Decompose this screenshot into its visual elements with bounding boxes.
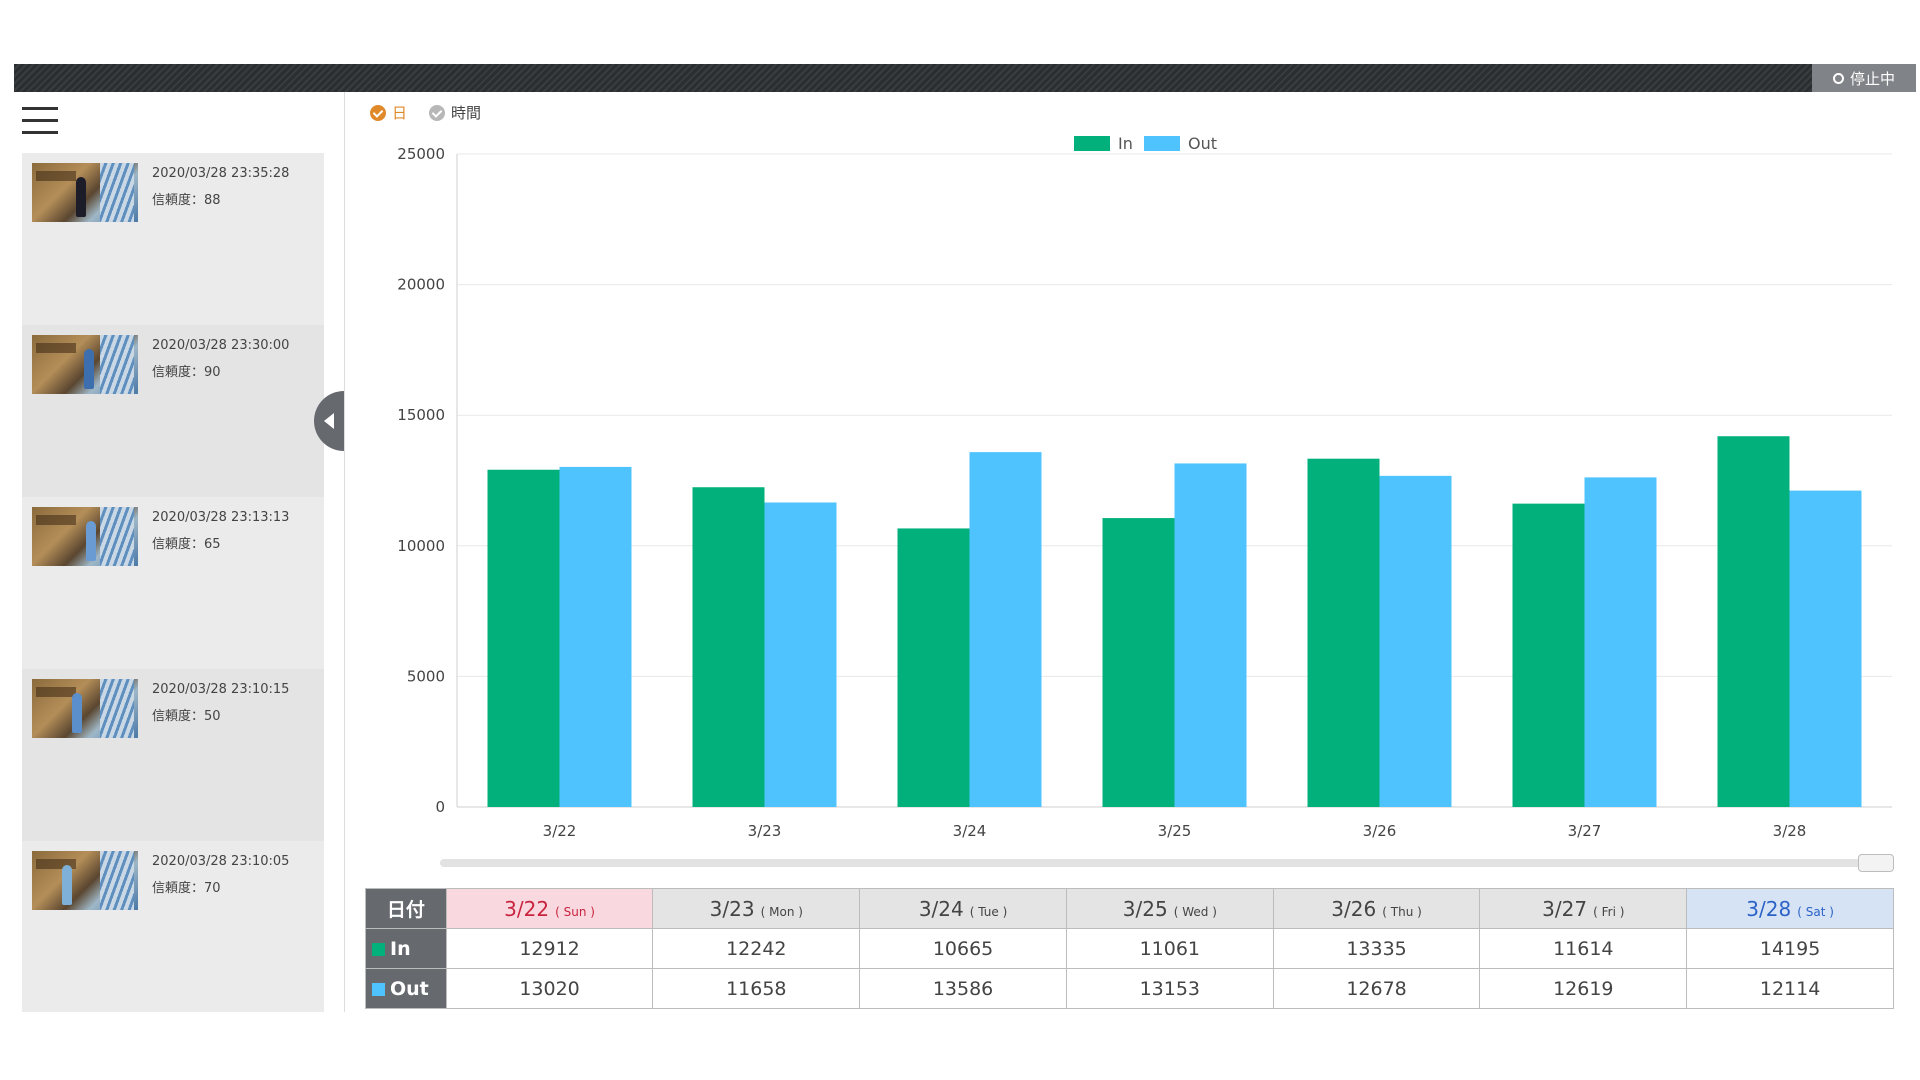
range-slider-track[interactable] (440, 859, 1894, 867)
feed-confidence: 信頼度：65 (152, 537, 221, 552)
detection-feed: 2020/03/28 23:35:28 信頼度：88 2020/03/28 23… (22, 153, 324, 1012)
bar-out (1174, 463, 1247, 807)
camera-thumbnail (32, 679, 138, 738)
feed-timestamp: 2020/03/28 23:30:00 (152, 338, 290, 353)
daily-count-table: 日付 3/22 ( Sun ) 3/23 ( Mon ) 3/24 ( Tue … (365, 888, 1894, 1009)
feed-timestamp: 2020/03/28 23:35:28 (152, 166, 290, 181)
y-tick-label: 10000 (397, 537, 445, 555)
feed-item[interactable]: 2020/03/28 23:35:28 信頼度：88 (22, 153, 324, 325)
x-tick-label: 3/26 (1363, 822, 1397, 840)
check-icon (429, 104, 446, 121)
feed-item[interactable]: 2020/03/28 23:10:15 信頼度：50 (22, 669, 324, 841)
divider (344, 92, 345, 1012)
menu-button[interactable] (22, 107, 58, 137)
table-cell: 12242 (652, 928, 861, 969)
bar-in (897, 528, 970, 807)
bar-in (1512, 503, 1585, 807)
check-icon (370, 104, 386, 121)
y-tick-label: 0 (435, 798, 445, 816)
in-out-bar-chart: 0 5000 10000 15000 20000 25000 3/22 3/23 3/24 3/2… (397, 134, 1892, 840)
table-cell: 13586 (859, 968, 1067, 1009)
y-tick-label: 20000 (397, 276, 445, 294)
camera-thumbnail (32, 507, 138, 566)
range-slider-handle[interactable] (1858, 854, 1894, 872)
table-date-header: 3/25 ( Wed ) (1065, 888, 1274, 929)
table-date-header: 3/26 ( Thu ) (1272, 888, 1481, 929)
table-row-in: In 12912 12242 10665 11061 13335 11614 1… (365, 928, 1894, 969)
feed-timestamp: 2020/03/28 23:10:05 (152, 854, 290, 869)
y-tick-label: 25000 (397, 145, 445, 163)
y-tick-label: 5000 (407, 667, 445, 685)
table-cell: 12619 (1479, 968, 1688, 1009)
x-tick-label: 3/28 (1773, 822, 1807, 840)
table-cell: 13020 (445, 968, 654, 1009)
camera-thumbnail (32, 163, 138, 222)
bar-out (1584, 477, 1657, 807)
legend-label-in: In (1118, 134, 1133, 153)
legend-swatch-in (1074, 136, 1110, 151)
table-date-header: 3/24 ( Tue ) (859, 888, 1067, 929)
table-cell: 12912 (445, 928, 654, 969)
bar-in (692, 487, 765, 807)
radio-hour[interactable]: 時間 (429, 102, 481, 123)
circle-icon (1832, 72, 1844, 84)
table-row-out: Out 13020 11658 13586 13153 12678 12619 … (365, 968, 1894, 1009)
bar-in (487, 469, 560, 807)
feed-confidence: 信頼度：90 (152, 365, 221, 380)
table-cell: 11658 (652, 968, 861, 1009)
table-cell: 11061 (1065, 928, 1274, 969)
x-tick-label: 3/23 (748, 822, 782, 840)
x-tick-label: 3/25 (1158, 822, 1192, 840)
camera-thumbnail (32, 335, 138, 394)
top-bar: 停止中 (14, 64, 1916, 92)
table-date-header: 3/22 ( Sun ) (445, 888, 654, 929)
table-corner-label: 日付 (365, 888, 447, 929)
table-cell: 14195 (1686, 928, 1894, 969)
feed-timestamp: 2020/03/28 23:10:15 (152, 682, 290, 697)
table-cell: 13153 (1065, 968, 1274, 1009)
bar-out (764, 502, 837, 807)
table-cell: 10665 (859, 928, 1067, 969)
x-tick-label: 3/27 (1568, 822, 1602, 840)
mode-selector: 日 時間 (370, 102, 481, 123)
out-swatch-icon (372, 982, 385, 996)
table-cell: 12114 (1686, 968, 1894, 1009)
table-cell: 12678 (1272, 968, 1481, 1009)
feed-timestamp: 2020/03/28 23:13:13 (152, 510, 290, 525)
table-cell: 13335 (1272, 928, 1481, 969)
table-row-in-label: In (365, 928, 447, 969)
table-date-header: 3/28 ( Sat ) (1686, 888, 1894, 929)
camera-thumbnail (32, 851, 138, 910)
radio-day-label: 日 (392, 104, 408, 122)
table-row-out-label: Out (365, 968, 447, 1009)
feed-confidence: 信頼度：70 (152, 881, 221, 896)
radio-hour-label: 時間 (451, 104, 482, 122)
feed-item[interactable]: 2020/03/28 23:10:05 信頼度：70 (22, 841, 324, 1012)
status-indicator[interactable]: 停止中 (1812, 64, 1916, 92)
bar-in (1102, 518, 1175, 807)
x-tick-label: 3/24 (953, 822, 987, 840)
table-header-row: 日付 3/22 ( Sun ) 3/23 ( Mon ) 3/24 ( Tue … (365, 888, 1894, 929)
legend-swatch-out (1144, 136, 1180, 151)
bar-in (1307, 458, 1380, 807)
y-tick-label: 15000 (397, 406, 445, 424)
legend-label-out: Out (1188, 134, 1217, 153)
feed-item[interactable]: 2020/03/28 23:13:13 信頼度：65 (22, 497, 324, 669)
feed-confidence: 信頼度：88 (152, 193, 221, 208)
bar-out (1789, 490, 1862, 807)
table-date-header: 3/23 ( Mon ) (652, 888, 861, 929)
status-label: 停止中 (1849, 69, 1895, 88)
feed-item[interactable]: 2020/03/28 23:30:00 信頼度：90 (22, 325, 324, 497)
x-tick-label: 3/22 (543, 822, 577, 840)
bar-out (559, 466, 632, 807)
table-cell: 11614 (1479, 928, 1688, 969)
feed-confidence: 信頼度：50 (152, 709, 221, 724)
table-date-header: 3/27 ( Fri ) (1479, 888, 1688, 929)
bar-in (1717, 436, 1790, 807)
radio-day[interactable]: 日 (370, 102, 407, 123)
in-swatch-icon (372, 942, 385, 956)
hamburger-icon (22, 107, 58, 110)
bar-out (1379, 475, 1452, 807)
bar-out (969, 452, 1042, 807)
